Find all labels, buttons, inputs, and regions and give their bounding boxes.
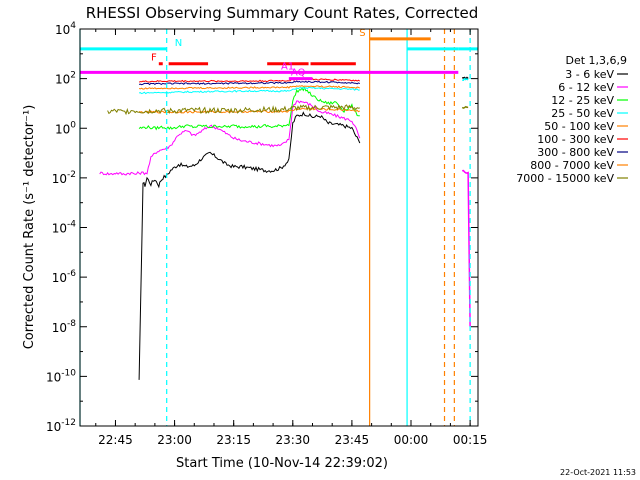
x-tick-label: 23:45: [335, 433, 370, 447]
annotation-label: N: [175, 38, 182, 49]
series-layer: [99, 76, 471, 380]
series-line: [99, 100, 361, 176]
legend-title: Det 1,3,6,9: [565, 54, 627, 67]
legend-entry-label: 7000 - 15000 keV: [516, 172, 614, 185]
annotation-label: S: [359, 28, 365, 39]
legend-entry-label: 800 - 7000 keV: [530, 159, 614, 172]
x-tick-label: 23:00: [157, 433, 192, 447]
y-tick-label: 10-2: [52, 170, 76, 186]
axis-layer: 22:45 23:00 23:15 23:30 23:45 00:00 00:15 104 10…: [46, 21, 487, 447]
y-tick-label: 10-10: [46, 368, 76, 384]
legend-entry-label: 300 - 800 keV: [537, 146, 614, 159]
series-line-after-gap: [462, 77, 469, 81]
timestamp-label: 22-Oct-2021 11:53: [560, 468, 636, 477]
y-tick-label: 10-4: [52, 220, 77, 236]
x-tick-label: 00:15: [453, 433, 488, 447]
series-line: [138, 86, 360, 131]
y-tick-label: 10-8: [52, 319, 77, 335]
x-tick-label: 00:00: [394, 433, 429, 447]
legend-entry-label: 25 - 50 keV: [551, 107, 614, 120]
y-tick-label: 10-12: [46, 418, 76, 434]
legend-entry-label: 3 - 6 keV: [565, 68, 614, 81]
series-line: [107, 104, 360, 116]
y-axis-label: Corrected Count Rate (s⁻¹ detector⁻¹): [22, 105, 37, 350]
y-tick-label: 10-6: [52, 269, 77, 285]
x-tick-label: 22:45: [98, 433, 133, 447]
chart-title: RHESSI Observing Summary Count Rates, Co…: [86, 4, 479, 22]
legend-entry-label: 6 - 12 keV: [558, 81, 614, 94]
series-line: [138, 78, 361, 83]
series-line-after-gap: [462, 169, 471, 327]
annotation-label: AQ: [291, 68, 306, 79]
series-line-after-gap: [461, 105, 469, 109]
annotation-label: F: [151, 53, 157, 64]
legend-entry-label: 12 - 25 keV: [551, 94, 614, 107]
series-line: [139, 86, 360, 95]
y-tick-label: 104: [55, 21, 76, 37]
series-line: [139, 80, 361, 86]
legend-entry-label: 50 - 100 keV: [544, 120, 614, 133]
x-axis-label: Start Time (10-Nov-14 22:39:02): [176, 456, 388, 471]
legend-entry-label: 100 - 300 keV: [537, 133, 614, 146]
x-tick-label: 23:15: [216, 433, 251, 447]
series-line: [138, 111, 361, 380]
series-line: [138, 85, 361, 90]
annotation-label: A1: [281, 61, 294, 72]
y-tick-label: 100: [55, 120, 76, 136]
y-tick-label: 102: [55, 71, 76, 87]
x-tick-label: 23:30: [275, 433, 310, 447]
